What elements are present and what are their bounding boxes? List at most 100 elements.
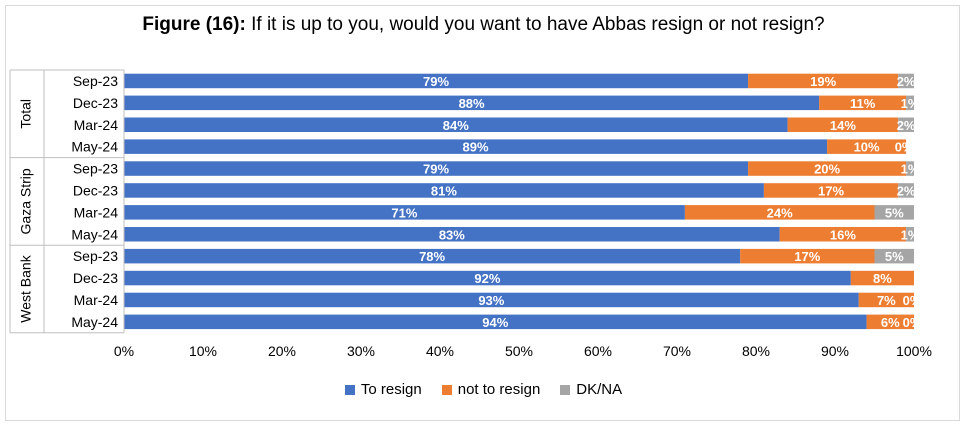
data-label-dk-na-total-may-24: 0%	[895, 140, 914, 155]
data-label-to-resign-total-may-24: 89%	[463, 140, 489, 155]
title-text: If it is up to you, would you want to ha…	[251, 14, 825, 35]
group-label-west-bank: West Bank	[18, 254, 34, 322]
bar-to-resign-gaza-strip-sep-23	[124, 161, 749, 176]
x-tick-label-50: 50%	[505, 343, 533, 359]
bar-not-to-resign-gaza-strip-may-24	[779, 227, 907, 242]
bar-not-to-resign-west-bank-dec-23	[850, 270, 914, 286]
x-tick-label-100: 100%	[896, 343, 932, 359]
category-label-west-bank-mar-24: Mar-24	[74, 292, 119, 308]
category-label-gaza-strip-mar-24: Mar-24	[74, 204, 119, 220]
data-label-to-resign-west-bank-sep-23: 78%	[419, 249, 445, 264]
category-label-west-bank-may-24: May-24	[71, 314, 118, 330]
data-label-not-to-resign-total-dec-23: 11%	[850, 96, 876, 111]
legend-label-to-resign: To resign	[360, 381, 422, 398]
bar-dk-na-total-dec-23	[906, 95, 914, 111]
bar-not-to-resign-total-sep-23	[748, 73, 899, 89]
data-label-not-to-resign-west-bank-sep-23: 17%	[794, 249, 820, 264]
bar-dk-na-west-bank-sep-23	[874, 248, 914, 264]
category-label-total-sep-23: Sep-23	[73, 73, 118, 89]
data-label-to-resign-gaza-strip-may-24: 83%	[439, 227, 465, 242]
data-label-dk-na-west-bank-sep-23: 5%	[885, 249, 904, 264]
x-tick-label-10: 10%	[189, 343, 217, 359]
x-tick-label-30: 30%	[347, 343, 375, 359]
data-label-dk-na-west-bank-mar-24: 0%	[903, 293, 922, 308]
category-label-total-mar-24: Mar-24	[74, 117, 119, 133]
data-label-to-resign-gaza-strip-sep-23: 79%	[423, 162, 449, 177]
bar-to-resign-west-bank-mar-24	[124, 292, 859, 308]
data-label-to-resign-total-mar-24: 84%	[443, 118, 469, 133]
bar-to-resign-west-bank-sep-23	[124, 248, 741, 264]
title-prefix: Figure (16):	[142, 14, 246, 35]
data-label-to-resign-gaza-strip-mar-24: 71%	[391, 205, 417, 220]
bar-to-resign-total-may-24	[124, 139, 828, 154]
data-label-not-to-resign-total-sep-23: 19%	[810, 74, 836, 89]
bar-not-to-resign-gaza-strip-dec-23	[763, 183, 899, 198]
group-label-total: Total	[18, 99, 34, 129]
x-tick-label-0: 0%	[114, 343, 134, 359]
bar-dk-na-gaza-strip-sep-23	[906, 161, 914, 176]
data-label-to-resign-west-bank-may-24: 94%	[482, 315, 508, 330]
bar-to-resign-total-sep-23	[124, 73, 749, 89]
bar-dk-na-gaza-strip-dec-23	[898, 183, 914, 198]
x-tick-label-60: 60%	[584, 343, 612, 359]
x-tick-label-80: 80%	[742, 343, 770, 359]
bar-dk-na-gaza-strip-may-24	[906, 227, 914, 242]
category-label-west-bank-dec-23: Dec-23	[73, 270, 118, 286]
data-label-not-to-resign-total-mar-24: 14%	[830, 118, 856, 133]
data-label-not-to-resign-total-may-24: 10%	[854, 140, 880, 155]
bar-to-resign-gaza-strip-dec-23	[124, 183, 764, 198]
data-label-dk-na-gaza-strip-dec-23: 2%	[897, 183, 916, 198]
data-label-dk-na-total-sep-23: 2%	[897, 74, 916, 89]
x-tick-label-20: 20%	[268, 343, 296, 359]
bar-not-to-resign-total-dec-23	[819, 95, 907, 111]
data-label-not-to-resign-west-bank-mar-24: 7%	[877, 293, 896, 308]
bar-not-to-resign-gaza-strip-mar-24	[684, 205, 875, 220]
x-tick-label-90: 90%	[821, 343, 849, 359]
data-label-to-resign-total-sep-23: 79%	[423, 74, 449, 89]
bar-to-resign-gaza-strip-mar-24	[124, 205, 685, 220]
category-label-gaza-strip-may-24: May-24	[71, 226, 118, 242]
data-label-dk-na-total-mar-24: 2%	[897, 118, 916, 133]
category-label-total-may-24: May-24	[71, 139, 118, 155]
legend-swatch-dk-na	[560, 384, 571, 395]
data-label-dk-na-west-bank-may-24: 0%	[903, 315, 922, 330]
bar-to-resign-total-mar-24	[124, 117, 788, 132]
category-label-total-dec-23: Dec-23	[73, 95, 118, 111]
data-label-not-to-resign-west-bank-dec-23: 8%	[873, 271, 892, 286]
bar-to-resign-west-bank-dec-23	[124, 270, 851, 286]
legend: To resign not to resign DK/NA	[0, 381, 967, 398]
group-label-gaza-strip: Gaza Strip	[18, 168, 34, 234]
category-label-gaza-strip-sep-23: Sep-23	[73, 161, 118, 177]
bar-not-to-resign-west-bank-may-24	[866, 314, 914, 330]
bar-to-resign-gaza-strip-may-24	[124, 227, 780, 242]
data-label-not-to-resign-gaza-strip-may-24: 16%	[830, 227, 856, 242]
data-label-dk-na-gaza-strip-mar-24: 5%	[885, 205, 904, 220]
bar-not-to-resign-gaza-strip-sep-23	[748, 161, 907, 176]
bar-dk-na-total-mar-24	[898, 117, 914, 132]
legend-label-dk-na: DK/NA	[576, 381, 623, 398]
data-label-to-resign-gaza-strip-dec-23: 81%	[431, 183, 457, 198]
data-label-not-to-resign-gaza-strip-mar-24: 24%	[767, 205, 793, 220]
legend-item-dk-na: DK/NA	[560, 381, 622, 398]
legend-swatch-to-resign	[344, 384, 355, 395]
data-label-not-to-resign-west-bank-may-24: 6%	[881, 315, 900, 330]
bar-not-to-resign-west-bank-sep-23	[740, 248, 875, 264]
data-label-to-resign-west-bank-mar-24: 93%	[478, 293, 504, 308]
legend-item-not-to-resign: not to resign	[441, 381, 541, 398]
category-label-west-bank-sep-23: Sep-23	[73, 248, 118, 264]
bar-dk-na-total-sep-23	[898, 73, 914, 89]
x-tick-label-40: 40%	[426, 343, 454, 359]
data-label-dk-na-gaza-strip-may-24: 1%	[901, 227, 920, 242]
category-label-gaza-strip-dec-23: Dec-23	[73, 182, 118, 198]
data-label-not-to-resign-gaza-strip-dec-23: 17%	[818, 183, 844, 198]
data-label-not-to-resign-gaza-strip-sep-23: 20%	[814, 162, 840, 177]
legend-label-not-to-resign: not to resign	[457, 381, 541, 398]
bar-to-resign-west-bank-may-24	[124, 314, 867, 330]
bar-dk-na-gaza-strip-mar-24	[874, 205, 914, 220]
bar-not-to-resign-west-bank-mar-24	[858, 292, 914, 308]
chart-title: Figure (16): If it is up to you, would y…	[0, 14, 967, 36]
bar-not-to-resign-total-may-24	[827, 139, 907, 154]
data-label-dk-na-gaza-strip-sep-23: 1%	[901, 162, 920, 177]
bar-not-to-resign-total-mar-24	[787, 117, 899, 132]
